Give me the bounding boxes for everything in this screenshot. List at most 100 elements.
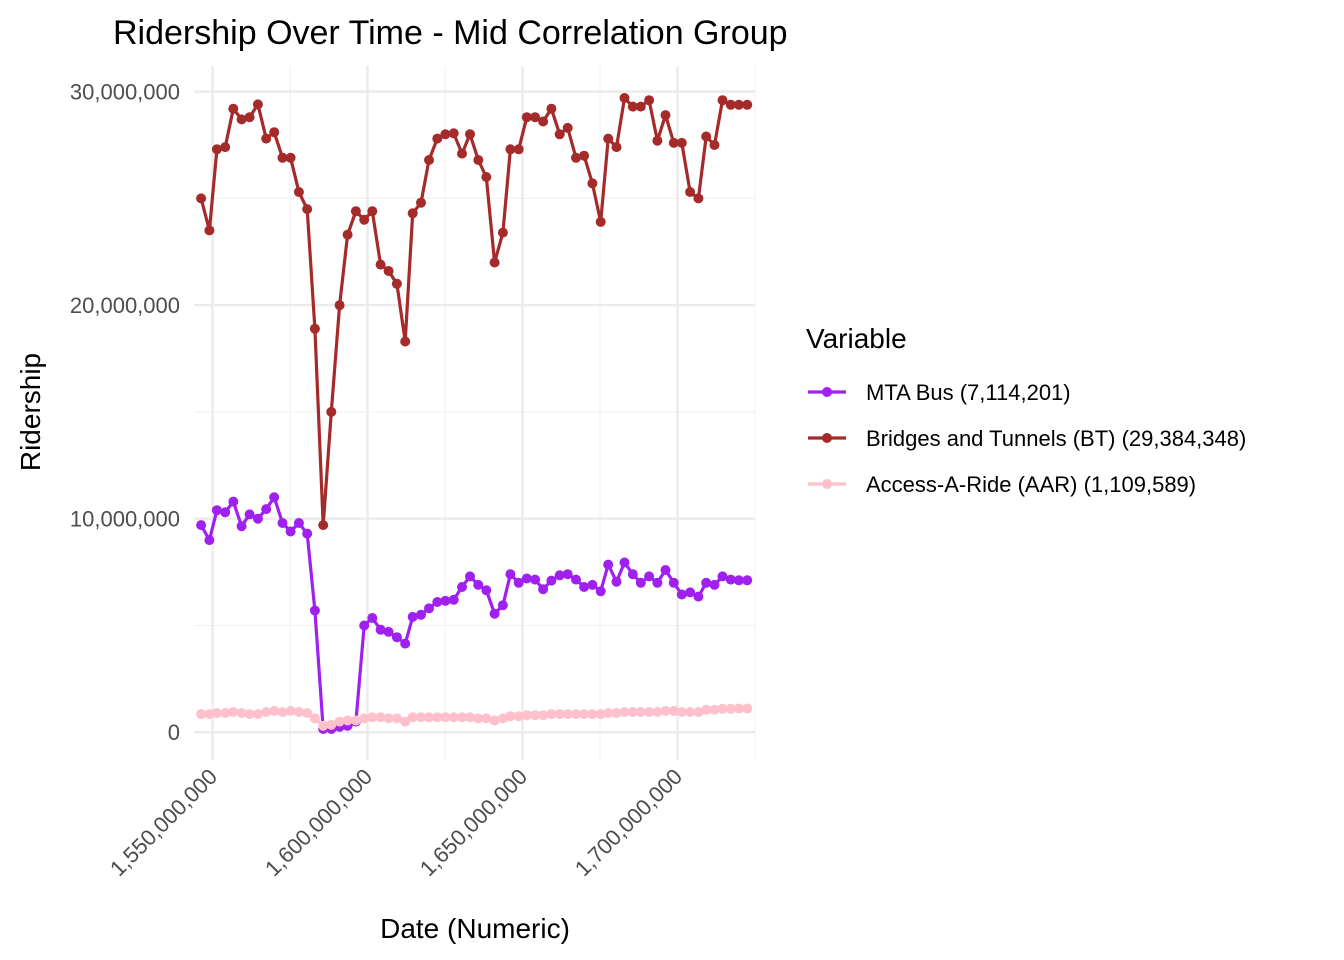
data-point <box>489 257 500 268</box>
data-point <box>424 712 434 723</box>
data-point <box>244 112 255 123</box>
data-point <box>367 613 378 623</box>
data-point <box>587 579 598 590</box>
data-point <box>603 708 614 718</box>
data-point <box>701 577 712 588</box>
data-point <box>302 528 313 539</box>
data-point <box>733 99 744 110</box>
data-point <box>228 103 239 114</box>
data-point <box>717 95 728 106</box>
data-point <box>424 603 434 614</box>
data-point <box>342 715 353 726</box>
legend-key-point <box>822 433 832 443</box>
data-point <box>571 152 581 163</box>
data-point <box>293 518 304 528</box>
legend-item: Access-A-Ride (AAR) (1,109,589) <box>808 472 1196 497</box>
data-point <box>660 705 671 716</box>
data-point <box>603 133 614 144</box>
data-point <box>261 133 272 144</box>
data-point <box>481 713 492 724</box>
data-point <box>497 227 508 238</box>
data-point <box>359 620 370 631</box>
data-point <box>236 114 247 125</box>
data-point <box>701 131 712 142</box>
data-point <box>725 703 736 714</box>
data-point <box>611 142 622 153</box>
data-point <box>400 716 411 727</box>
data-point <box>473 713 484 724</box>
data-point <box>685 707 696 717</box>
data-point <box>342 229 353 240</box>
data-point <box>521 710 532 721</box>
data-point <box>391 713 402 724</box>
data-point <box>465 712 475 723</box>
data-point <box>709 704 720 715</box>
data-point <box>660 565 671 575</box>
data-point <box>407 712 418 723</box>
data-point <box>725 574 736 585</box>
data-point <box>644 95 655 106</box>
data-point <box>400 638 411 649</box>
data-point <box>302 708 313 718</box>
data-point <box>407 611 418 622</box>
data-point <box>261 707 272 717</box>
data-point <box>668 137 679 148</box>
data-point <box>204 709 215 720</box>
data-point <box>318 520 329 531</box>
data-point <box>416 712 426 723</box>
data-point <box>660 110 671 121</box>
data-point <box>432 133 443 144</box>
data-point <box>505 569 516 580</box>
data-point <box>579 150 590 161</box>
data-point <box>309 323 320 334</box>
legend-item: Bridges and Tunnels (BT) (29,384,348) <box>808 426 1246 451</box>
data-point <box>269 492 280 503</box>
data-point <box>489 715 500 726</box>
data-point <box>701 704 712 715</box>
data-point <box>513 144 524 155</box>
data-point <box>595 586 606 597</box>
data-point <box>652 707 663 717</box>
series-0 <box>196 492 753 734</box>
data-point <box>350 715 361 726</box>
data-point <box>383 713 394 724</box>
data-point <box>448 712 459 723</box>
data-point <box>375 624 386 635</box>
legend: Variable MTA Bus (7,114,201) Bridges and … <box>806 323 1246 497</box>
data-point <box>457 712 467 723</box>
data-point <box>676 137 687 148</box>
data-point <box>465 129 475 140</box>
data-point <box>236 708 247 718</box>
data-point <box>676 589 687 600</box>
data-point <box>587 178 598 189</box>
data-point <box>457 582 467 592</box>
data-point <box>635 101 646 112</box>
data-point <box>359 214 370 225</box>
data-point <box>375 712 386 723</box>
data-point <box>367 712 378 723</box>
data-point <box>285 152 296 163</box>
data-point <box>457 148 467 159</box>
data-point <box>277 518 288 528</box>
data-point <box>309 713 320 724</box>
data-point <box>685 187 696 197</box>
data-point <box>473 579 484 590</box>
data-point <box>627 101 638 112</box>
legend-item: MTA Bus (7,114,201) <box>808 380 1071 405</box>
data-point <box>481 172 492 182</box>
data-point <box>644 707 655 717</box>
data-point <box>391 278 402 289</box>
data-point <box>742 575 753 586</box>
data-point <box>579 709 590 720</box>
data-point <box>481 585 492 596</box>
data-point <box>619 707 630 717</box>
data-point <box>742 99 753 110</box>
data-point <box>603 559 614 570</box>
legend-label: Access-A-Ride (AAR) (1,109,589) <box>866 472 1196 497</box>
data-point <box>432 712 443 723</box>
data-point <box>562 569 573 580</box>
data-point <box>505 711 516 722</box>
data-point <box>546 575 557 586</box>
legend-label: Bridges and Tunnels (BT) (29,384,348) <box>866 426 1246 451</box>
data-point <box>416 197 426 208</box>
